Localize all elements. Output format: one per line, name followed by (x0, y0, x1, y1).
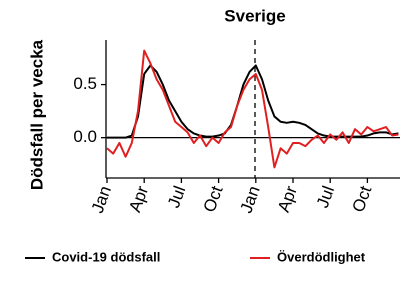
y-tick-label: 0.0 (73, 127, 97, 146)
series-line (107, 64, 399, 139)
x-tick-label: Jan (88, 183, 115, 215)
x-tick-label: Oct (348, 183, 375, 215)
x-tick-label: Jan (237, 183, 264, 215)
y-tick-label: 0.5 (73, 74, 97, 93)
chart-title: Sverige (224, 6, 285, 25)
x-tick-label: Apr (274, 183, 301, 215)
series-line (106, 49, 399, 169)
x-tick-label: Jul (313, 183, 338, 210)
x-tick-label: Apr (125, 183, 152, 215)
legend-label: Covid-19 dödsfall (52, 249, 160, 264)
x-tick-label: Oct (200, 183, 227, 215)
x-tick-label: Jul (164, 183, 189, 210)
y-axis-label: Dödsfall per vecka (27, 39, 46, 190)
legend-label: Överdödlighet (277, 249, 366, 264)
